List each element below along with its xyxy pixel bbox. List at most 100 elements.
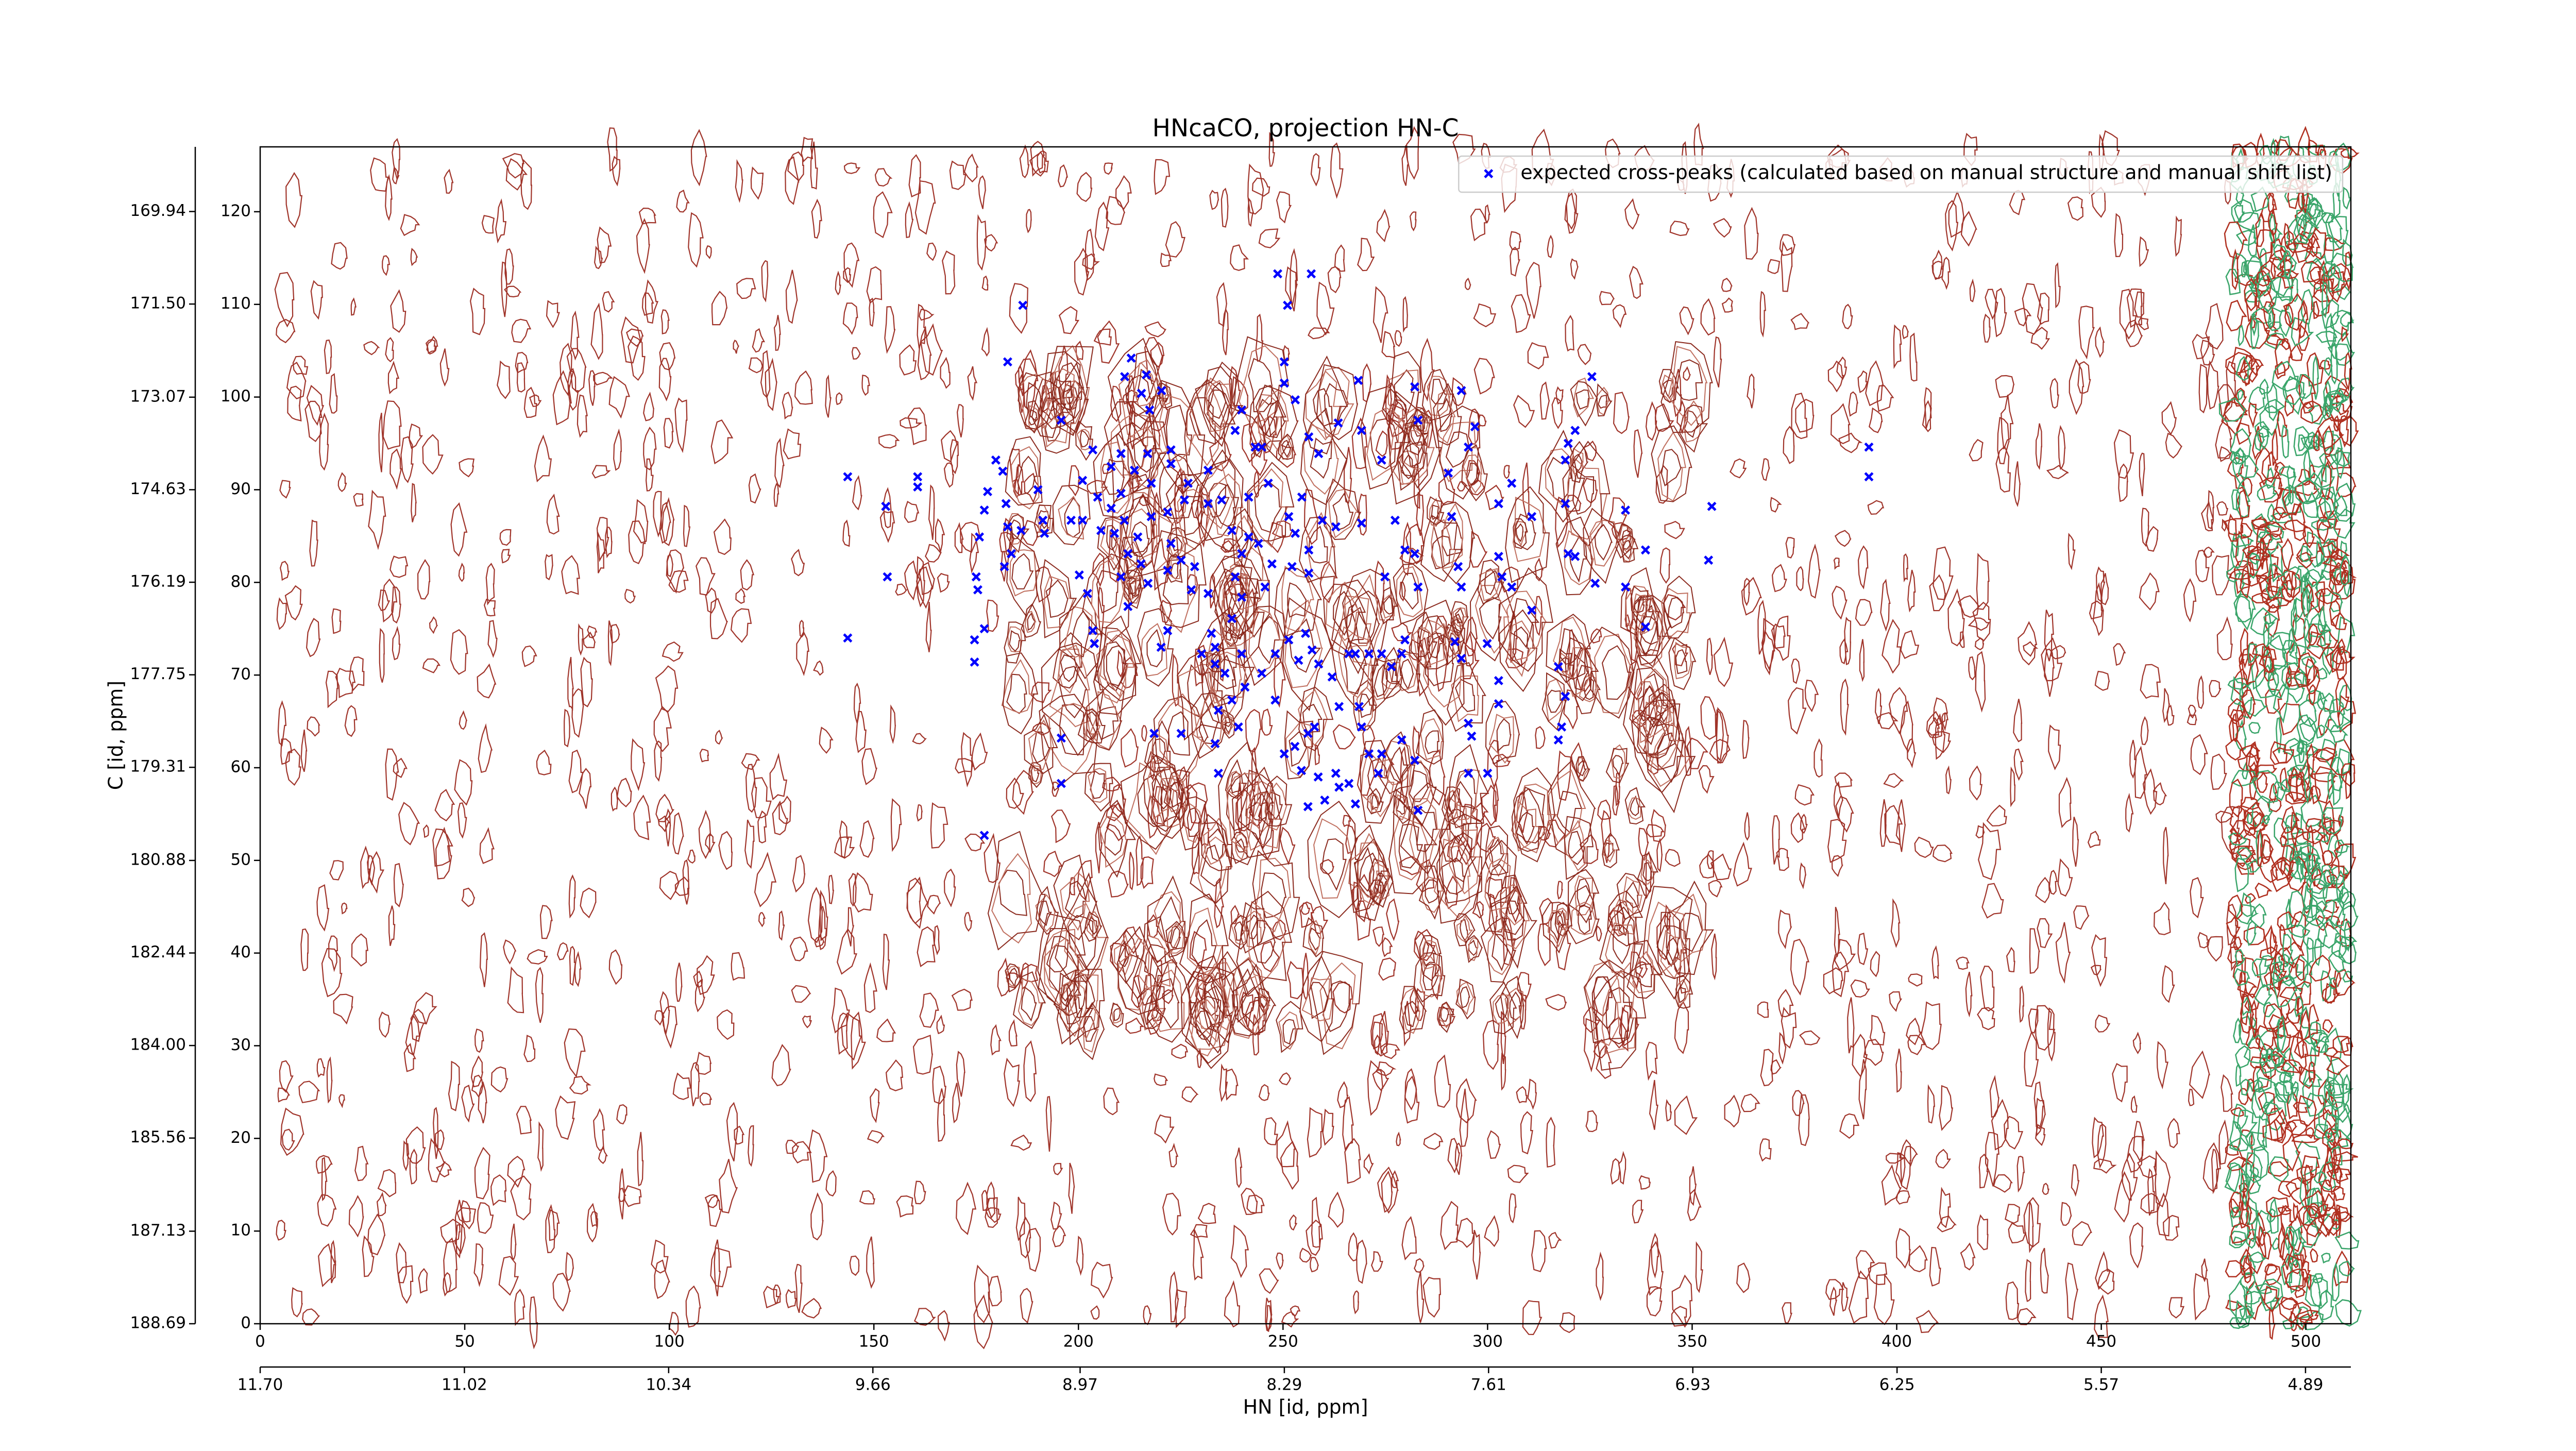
contour (429, 616, 438, 634)
contour (392, 626, 401, 661)
contour (2255, 882, 2273, 899)
cross-peak (1494, 499, 1503, 509)
contour (2058, 777, 2072, 829)
contour (2125, 792, 2134, 833)
contour (1405, 441, 1424, 467)
contour (2288, 1036, 2309, 1076)
contour (1547, 457, 1572, 503)
contour (2215, 416, 2232, 459)
contour (1422, 963, 1439, 990)
contour (1033, 504, 1054, 538)
contour (1664, 520, 1685, 539)
cross-peak (1136, 559, 1146, 569)
contour (1281, 1311, 1299, 1328)
contour (2226, 916, 2241, 939)
contour (1169, 925, 1181, 949)
y2-tick-label: 188.69 (130, 1314, 186, 1332)
contour (852, 872, 873, 913)
contour (1250, 920, 1276, 964)
contour (2288, 890, 2306, 927)
contour (1651, 425, 1692, 502)
contour (1555, 516, 1593, 596)
contour (783, 428, 801, 460)
contour (1234, 1148, 1243, 1188)
contour (2097, 1268, 2115, 1295)
contour (2246, 551, 2258, 579)
contour (904, 500, 920, 523)
contour (1484, 858, 1511, 912)
contour (2261, 451, 2279, 483)
contour (1080, 429, 1090, 448)
contour (1675, 649, 1688, 674)
contour (758, 912, 766, 927)
cross-peak (1210, 739, 1220, 749)
contour (2335, 645, 2348, 680)
contour (769, 753, 788, 801)
contour (2263, 1001, 2276, 1018)
contour (1496, 718, 1512, 752)
contour (1596, 1044, 1612, 1079)
contour (1399, 582, 1406, 602)
contour (284, 585, 303, 621)
contour (981, 275, 989, 291)
contour (2254, 432, 2265, 451)
contour (2236, 847, 2253, 860)
cross-peak (1078, 515, 1088, 525)
contour (1945, 765, 1952, 795)
contour (596, 531, 606, 573)
contour (2139, 572, 2160, 611)
cross-peak (1284, 635, 1294, 645)
contour (1123, 575, 1138, 600)
contour (2284, 1268, 2310, 1292)
contour (1024, 473, 1041, 504)
contour (1488, 714, 1515, 764)
x2-tick-label: 6.93 (1675, 1376, 1710, 1394)
contour (1355, 900, 1371, 941)
contour (1929, 574, 1946, 612)
contour (1656, 837, 1663, 872)
contour (1470, 208, 1488, 242)
contour (1059, 591, 1103, 680)
contour (555, 1095, 576, 1140)
contour (1627, 797, 1641, 820)
cross-peak (1156, 643, 1166, 652)
contour (869, 297, 875, 327)
contour (587, 1203, 598, 1243)
contour (2093, 1158, 2117, 1174)
contour (1367, 1060, 1384, 1116)
x2-tick-label: 9.66 (855, 1376, 891, 1394)
contour (2320, 1179, 2336, 1211)
contour (1612, 755, 1624, 777)
cross-peak (1187, 585, 1196, 595)
contour (1832, 585, 1848, 620)
contour (2044, 610, 2054, 662)
contour (2013, 748, 2024, 781)
contour (2302, 491, 2319, 518)
contour (277, 1087, 291, 1103)
contour (316, 1058, 326, 1078)
contour (1485, 701, 1520, 765)
contour (926, 242, 937, 261)
contour (1623, 654, 1681, 755)
contour (1241, 1187, 1258, 1215)
contour (510, 1223, 517, 1260)
contour (1187, 807, 1201, 837)
contour (1945, 200, 1959, 251)
contour (1076, 1236, 1084, 1276)
contour (1285, 266, 1298, 309)
contour (1706, 637, 1713, 675)
contour (1643, 686, 1658, 717)
contour (913, 1180, 926, 1205)
contour (912, 733, 927, 745)
cross-peak (1590, 579, 1600, 588)
contour (298, 1081, 320, 1104)
contour (1431, 504, 1439, 520)
contour (1455, 978, 1476, 1020)
contour (2134, 746, 2148, 799)
contour (2306, 235, 2320, 258)
contour (474, 1028, 484, 1053)
contour (1327, 266, 1342, 294)
contour (1204, 366, 1232, 441)
contour (1880, 579, 1891, 632)
contour (1086, 711, 1099, 740)
